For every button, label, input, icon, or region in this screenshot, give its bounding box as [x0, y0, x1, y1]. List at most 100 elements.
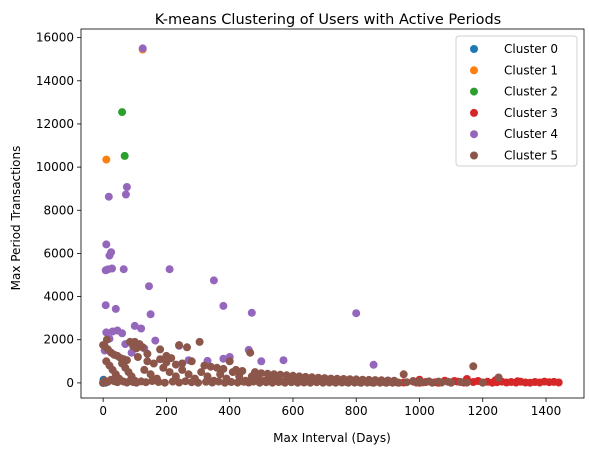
data-point-cluster-5 [268, 378, 277, 387]
data-point-cluster-3 [554, 378, 563, 387]
data-point-cluster-5 [437, 378, 446, 387]
data-point-cluster-5 [138, 343, 147, 352]
data-point-cluster-5 [168, 377, 177, 386]
data-point-cluster-5 [369, 378, 378, 387]
legend-label: Cluster 5 [504, 149, 558, 163]
data-point-cluster-4 [137, 324, 146, 333]
data-point-cluster-5 [412, 378, 421, 387]
y-tick-label: 14000 [36, 74, 74, 88]
data-point-cluster-5 [293, 378, 302, 387]
x-tick-label: 1200 [467, 404, 498, 418]
data-point-cluster-5 [494, 373, 503, 382]
data-point-cluster-4 [146, 310, 155, 319]
legend-label: Cluster 0 [504, 42, 558, 56]
data-point-cluster-5 [281, 378, 289, 387]
legend-label: Cluster 1 [504, 63, 558, 77]
data-point-cluster-4 [138, 44, 147, 53]
data-point-cluster-5 [183, 343, 191, 352]
data-point-cluster-5 [214, 377, 223, 386]
y-tick-label: 2000 [43, 333, 74, 347]
legend-marker [470, 108, 478, 117]
data-point-cluster-5 [133, 353, 142, 361]
data-point-cluster-5 [197, 368, 206, 377]
data-point-cluster-5 [402, 378, 411, 387]
data-point-cluster-5 [141, 378, 150, 387]
data-point-cluster-4 [122, 183, 131, 191]
data-point-cluster-5 [130, 337, 139, 346]
data-point-cluster-5 [344, 378, 353, 387]
data-point-cluster-5 [300, 378, 308, 387]
data-point-cluster-4 [219, 301, 228, 310]
data-point-cluster-5 [469, 362, 478, 371]
data-point-cluster-5 [175, 378, 184, 387]
y-tick-label: 12000 [36, 117, 74, 131]
legend-marker [470, 130, 478, 139]
data-points [99, 44, 563, 387]
data-point-cluster-5 [338, 378, 346, 387]
data-point-cluster-5 [274, 378, 283, 386]
legend-marker [470, 66, 478, 75]
data-point-cluster-5 [160, 378, 169, 387]
data-point-cluster-5 [140, 365, 149, 374]
data-point-cluster-5 [363, 378, 372, 387]
data-point-cluster-5 [195, 337, 204, 346]
data-point-cluster-5 [171, 360, 180, 369]
data-point-cluster-4 [105, 251, 114, 260]
axis-ticks: 0 200 400 600 800 1000 1200 1400020004000600080… [36, 31, 561, 418]
y-tick-label: 0 [66, 376, 74, 390]
data-point-cluster-4 [118, 329, 127, 338]
data-point-cluster-5 [227, 378, 236, 386]
data-point-cluster-4 [102, 240, 111, 249]
legend-label: Cluster 3 [504, 106, 558, 120]
legend-label: Cluster 4 [504, 127, 558, 141]
data-point-cluster-5 [228, 368, 237, 377]
y-tick-label: 16000 [36, 31, 74, 45]
data-point-cluster-5 [143, 357, 152, 366]
data-point-cluster-5 [235, 372, 244, 381]
data-point-cluster-5 [225, 357, 234, 366]
data-point-cluster-4 [279, 356, 288, 365]
data-point-cluster-5 [388, 378, 397, 387]
data-point-cluster-4 [111, 304, 120, 313]
x-tick-label: 200 [155, 404, 178, 418]
legend-marker [470, 151, 478, 160]
data-point-cluster-5 [255, 378, 264, 387]
legend-marker [470, 45, 478, 53]
data-point-cluster-4 [257, 357, 266, 366]
y-tick-label: 4000 [43, 290, 74, 304]
y-tick-label: 8000 [43, 203, 74, 217]
data-point-cluster-5 [394, 378, 403, 387]
data-point-cluster-5 [399, 370, 408, 379]
data-point-cluster-5 [184, 370, 193, 379]
data-point-cluster-4 [151, 336, 160, 345]
data-point-cluster-2 [120, 151, 129, 160]
data-point-cluster-5 [187, 378, 196, 387]
x-tick-label: 400 [218, 404, 241, 418]
data-point-cluster-4 [165, 265, 174, 274]
data-point-cluster-5 [319, 378, 327, 387]
data-point-cluster-4 [352, 309, 361, 318]
data-point-cluster-5 [418, 378, 427, 387]
x-axis-label: Max Interval (Days) [273, 431, 391, 445]
data-point-cluster-5 [156, 345, 165, 354]
data-point-cluster-5 [162, 351, 171, 360]
data-point-cluster-4 [108, 264, 116, 273]
data-point-cluster-5 [143, 349, 152, 358]
data-point-cluster-2 [118, 108, 127, 117]
data-point-cluster-5 [233, 378, 242, 387]
x-tick-label: 1400 [531, 404, 562, 418]
data-point-cluster-5 [262, 378, 271, 387]
data-point-cluster-5 [102, 335, 111, 344]
data-point-cluster-4 [101, 301, 110, 310]
data-point-cluster-5 [181, 377, 190, 386]
data-point-cluster-5 [213, 363, 221, 372]
y-axis-label: Max Period Transactions [9, 146, 23, 291]
x-tick-label: 800 [345, 404, 368, 418]
data-point-cluster-5 [331, 378, 340, 387]
data-point-cluster-3 [513, 377, 522, 386]
data-point-cluster-5 [146, 370, 155, 379]
data-point-cluster-5 [216, 370, 225, 379]
data-point-cluster-4 [102, 328, 111, 337]
data-point-cluster-5 [206, 362, 215, 371]
